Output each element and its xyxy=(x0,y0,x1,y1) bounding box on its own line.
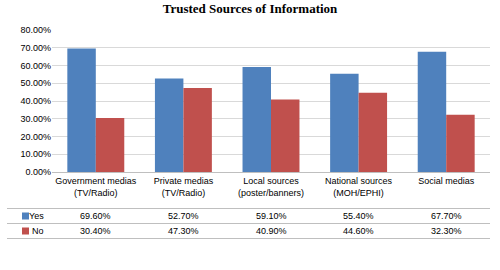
svg-text:Yes: Yes xyxy=(29,211,44,221)
svg-text:59.10%: 59.10% xyxy=(256,211,287,221)
svg-text:55.40%: 55.40% xyxy=(343,211,374,221)
svg-text:70.00%: 70.00% xyxy=(20,43,51,53)
svg-text:47.30%: 47.30% xyxy=(168,226,199,236)
svg-text:40.90%: 40.90% xyxy=(256,226,287,236)
svg-text:40.00%: 40.00% xyxy=(20,96,51,106)
svg-text:60.00%: 60.00% xyxy=(20,61,51,71)
svg-text:44.60%: 44.60% xyxy=(343,226,374,236)
svg-text:67.70%: 67.70% xyxy=(431,211,462,221)
svg-text:30.00%: 30.00% xyxy=(20,114,51,124)
svg-text:No: No xyxy=(32,226,44,236)
svg-text:Trusted Sources of Information: Trusted Sources of Information xyxy=(163,1,338,16)
svg-text:52.70%: 52.70% xyxy=(168,211,199,221)
svg-text:50.00%: 50.00% xyxy=(20,78,51,88)
svg-text:Government medias(TV/Radio): Government medias(TV/Radio) xyxy=(55,176,137,198)
svg-text:Social medias: Social medias xyxy=(418,176,475,186)
svg-text:National sources(MOH/EPHI): National sources(MOH/EPHI) xyxy=(325,176,393,198)
svg-text:Local sources(poster/banners): Local sources(poster/banners) xyxy=(238,176,304,198)
svg-text:80.00%: 80.00% xyxy=(20,25,51,35)
svg-text:20.00%: 20.00% xyxy=(20,132,51,142)
svg-text:30.40%: 30.40% xyxy=(80,226,111,236)
svg-text:32.30%: 32.30% xyxy=(431,226,462,236)
svg-text:69.60%: 69.60% xyxy=(80,211,111,221)
svg-text:10.00%: 10.00% xyxy=(20,149,51,159)
svg-text:Private medias(TV/Radio): Private medias(TV/Radio) xyxy=(154,176,214,198)
svg-text:0.00%: 0.00% xyxy=(25,167,51,177)
